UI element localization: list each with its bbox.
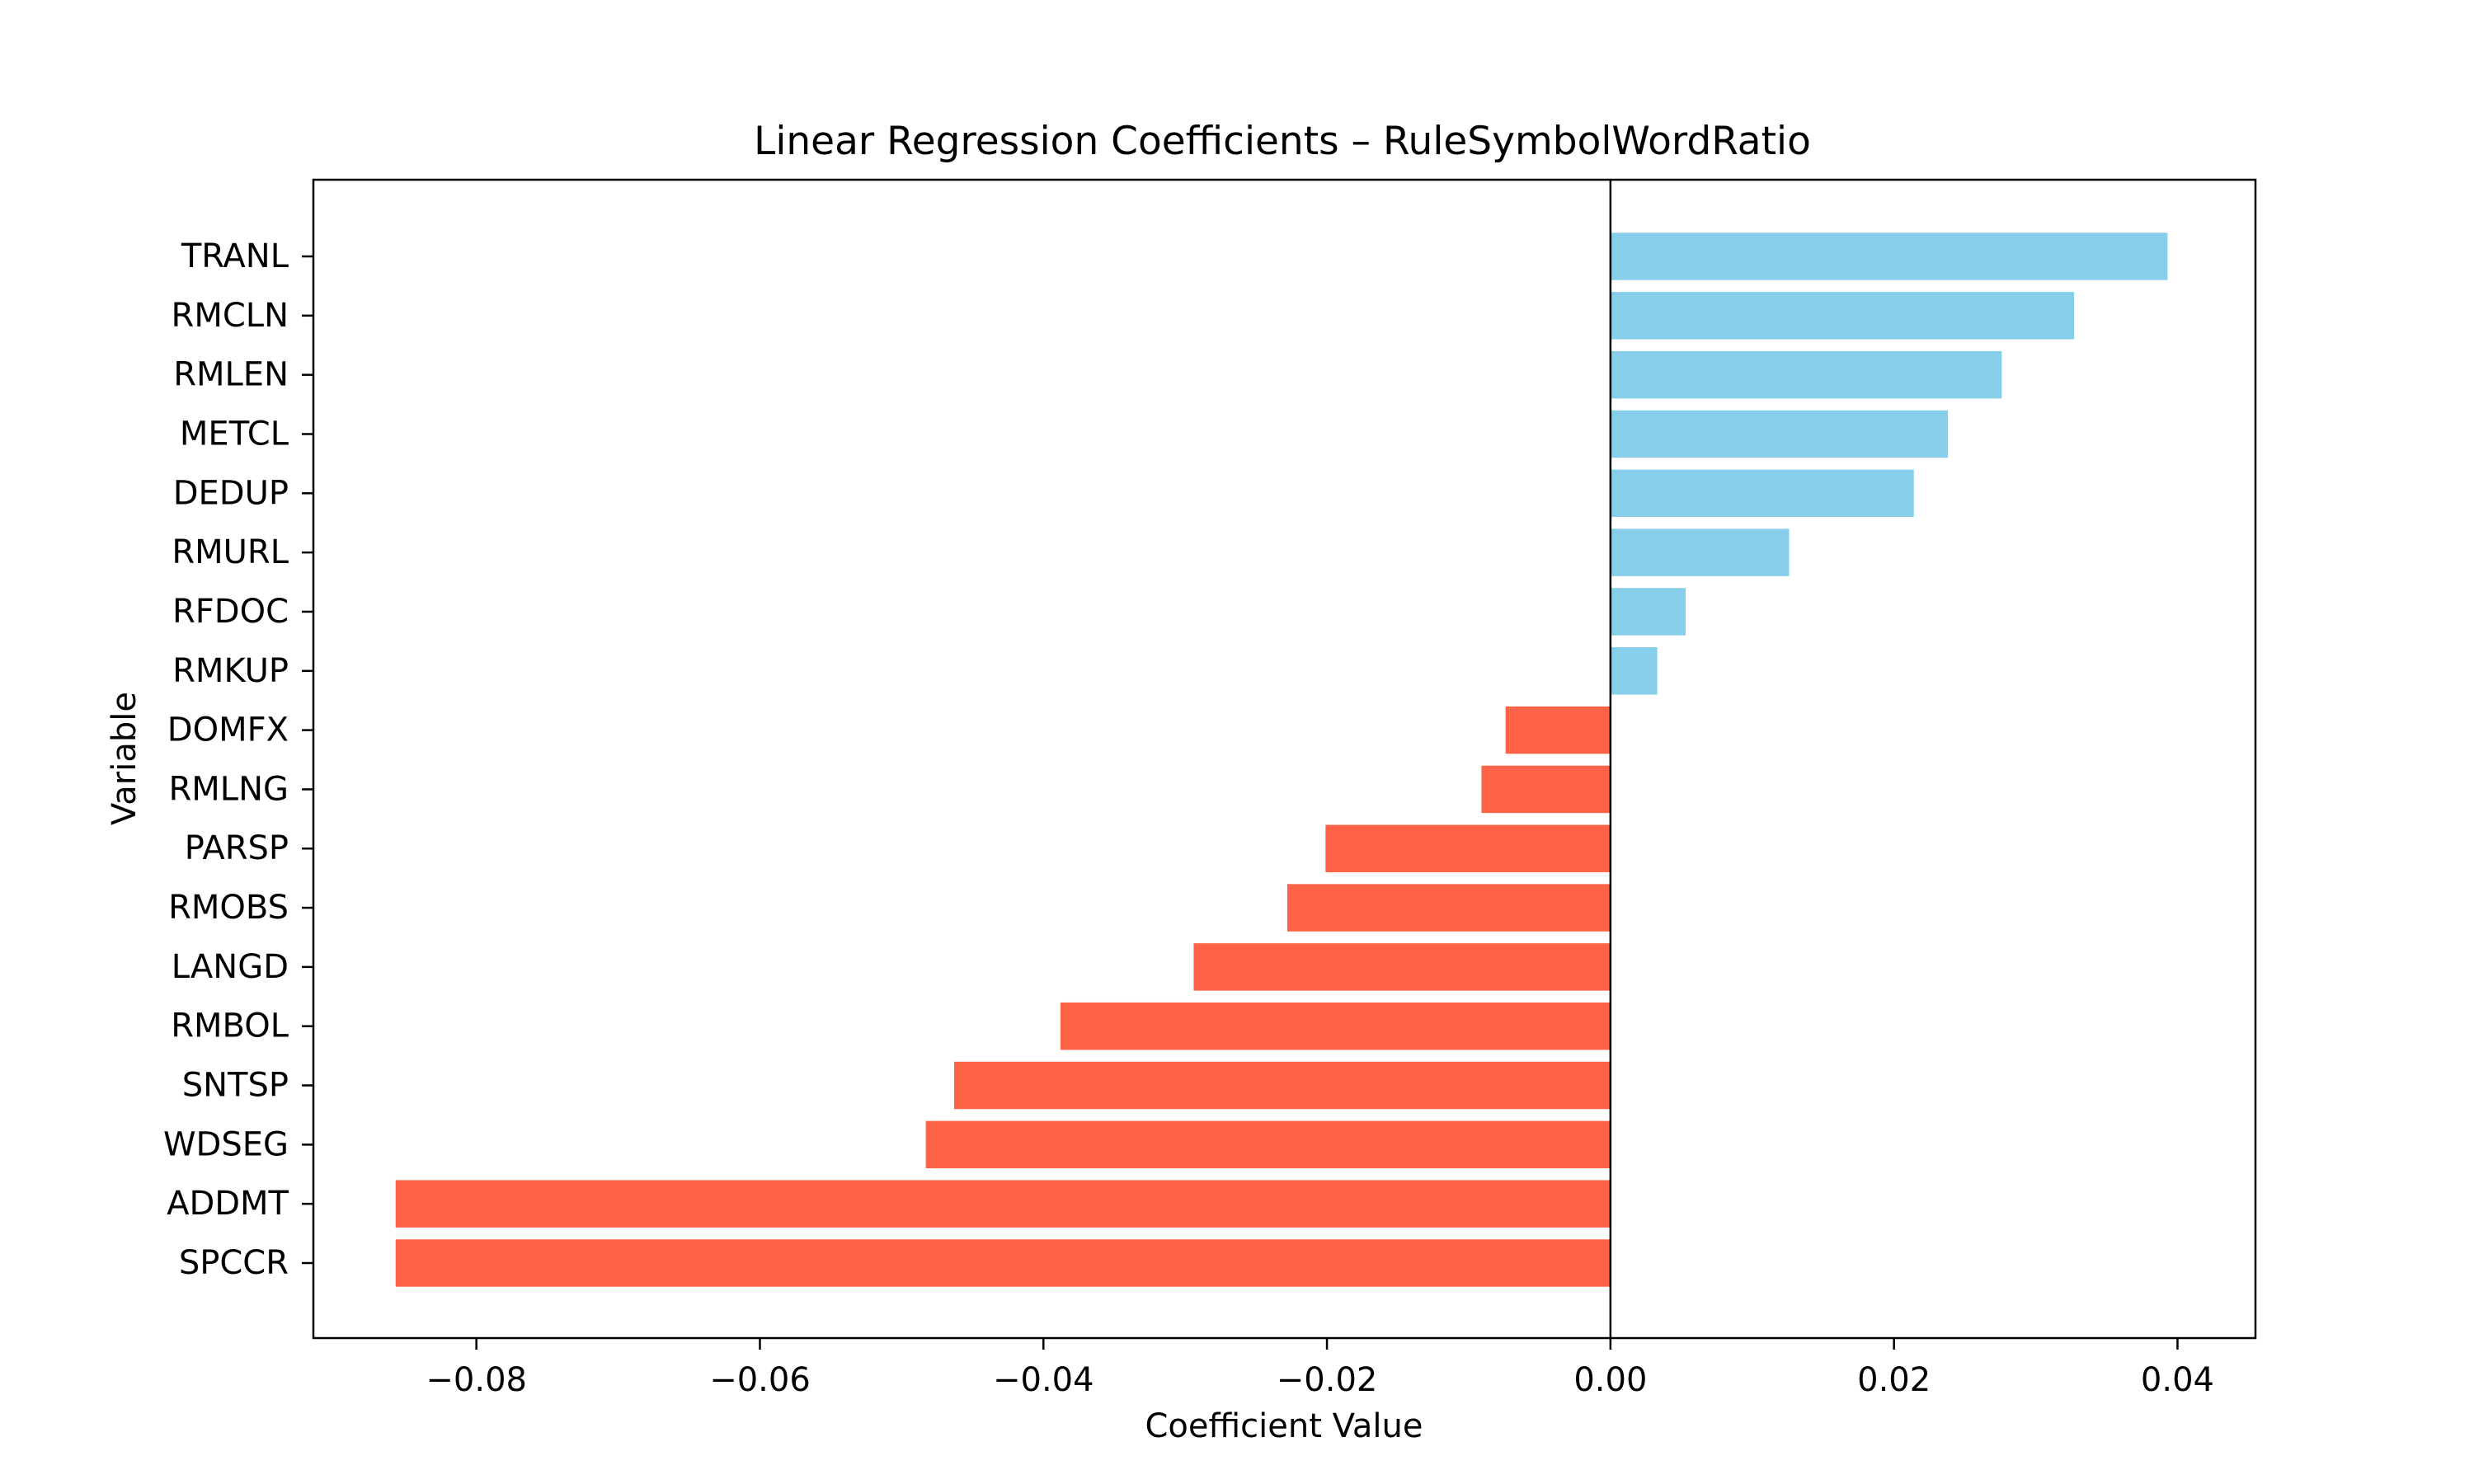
y-tick-label: ADDMT [167, 1185, 289, 1223]
x-tick-label: 0.04 [2141, 1361, 2214, 1399]
y-tick-label: RMOBS [168, 889, 289, 927]
bar-rmcln [1610, 292, 2074, 340]
bar-dedup [1610, 469, 1914, 518]
x-tick-label: 0.02 [1857, 1361, 1931, 1399]
y-tick-label: RMBOL [171, 1007, 289, 1045]
y-axis: TRANL RMCLN RMLEN METCL DEDUP RMURL RFDOC RMKUP… [163, 237, 313, 1282]
bar-rmlen [1610, 350, 2002, 399]
bar-spccr [395, 1239, 1611, 1287]
plot-frame [312, 178, 2257, 1340]
bar-wdseg [925, 1120, 1611, 1169]
x-axis: −0.08 −0.06 −0.04 −0.02 0.00 0.02 0.04 [426, 1338, 2214, 1399]
bar-rmlng [1481, 765, 1611, 814]
y-tick-label: RMCLN [172, 297, 289, 335]
y-tick-label: RFDOC [172, 593, 289, 631]
bar-rmkup [1610, 647, 1658, 695]
y-tick-label: METCL [180, 415, 289, 453]
bar-rmurl [1610, 528, 1790, 576]
y-tick-label: SNTSP [182, 1067, 289, 1105]
x-tick-label: −0.06 [709, 1361, 811, 1399]
bar-metcl [1610, 410, 1948, 458]
bar-sntsp [953, 1061, 1611, 1110]
y-tick-label: DOMFX [167, 711, 289, 749]
y-tick-label: LANGD [172, 948, 289, 986]
bar-rmobs [1286, 884, 1611, 932]
y-tick-label: RMLEN [173, 356, 289, 394]
y-tick-label: WDSEG [163, 1125, 289, 1163]
bar-rfdoc [1610, 588, 1686, 636]
y-tick-label: RMKUP [172, 652, 289, 690]
x-tick-label: −0.08 [426, 1361, 527, 1399]
bar-langd [1193, 943, 1611, 991]
x-tick-label: −0.02 [1277, 1361, 1378, 1399]
x-tick-label: 0.00 [1573, 1361, 1647, 1399]
y-tick-label: DEDUP [173, 474, 289, 512]
bar-addmt [395, 1180, 1611, 1228]
x-axis-label: Coefficient Value [1145, 1407, 1423, 1445]
y-tick-label: RMURL [172, 533, 289, 571]
bar-parsp [1325, 824, 1611, 872]
y-axis-label: Variable [106, 692, 143, 825]
y-tick-label: RMLNG [168, 770, 289, 808]
bar-tranl [1610, 232, 2168, 280]
bar-domfx [1505, 706, 1611, 754]
bars-group [395, 232, 2168, 1287]
x-tick-label: −0.04 [993, 1361, 1094, 1399]
y-tick-label: SPCCR [179, 1244, 289, 1282]
bar-rmbol [1060, 1002, 1611, 1050]
y-tick-label: TRANL [181, 237, 289, 275]
y-tick-label: PARSP [185, 829, 289, 867]
chart-title: Linear Regression Coefficients – RuleSym… [754, 119, 1811, 164]
